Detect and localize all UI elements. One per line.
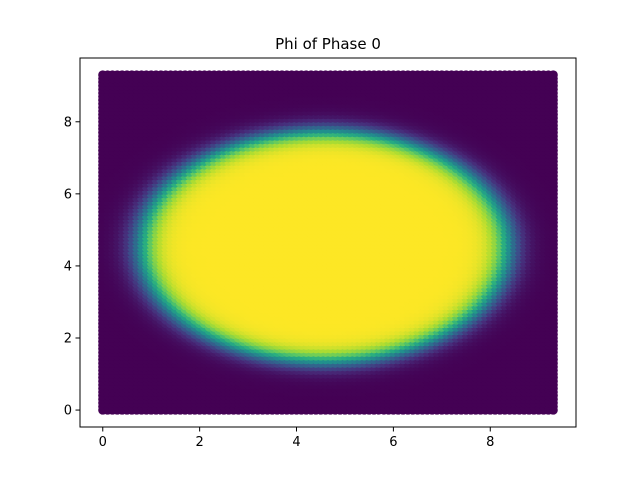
chart-title: Phi of Phase 0 — [275, 35, 381, 53]
scatter-points — [98, 70, 558, 415]
plot-area — [98, 70, 558, 415]
